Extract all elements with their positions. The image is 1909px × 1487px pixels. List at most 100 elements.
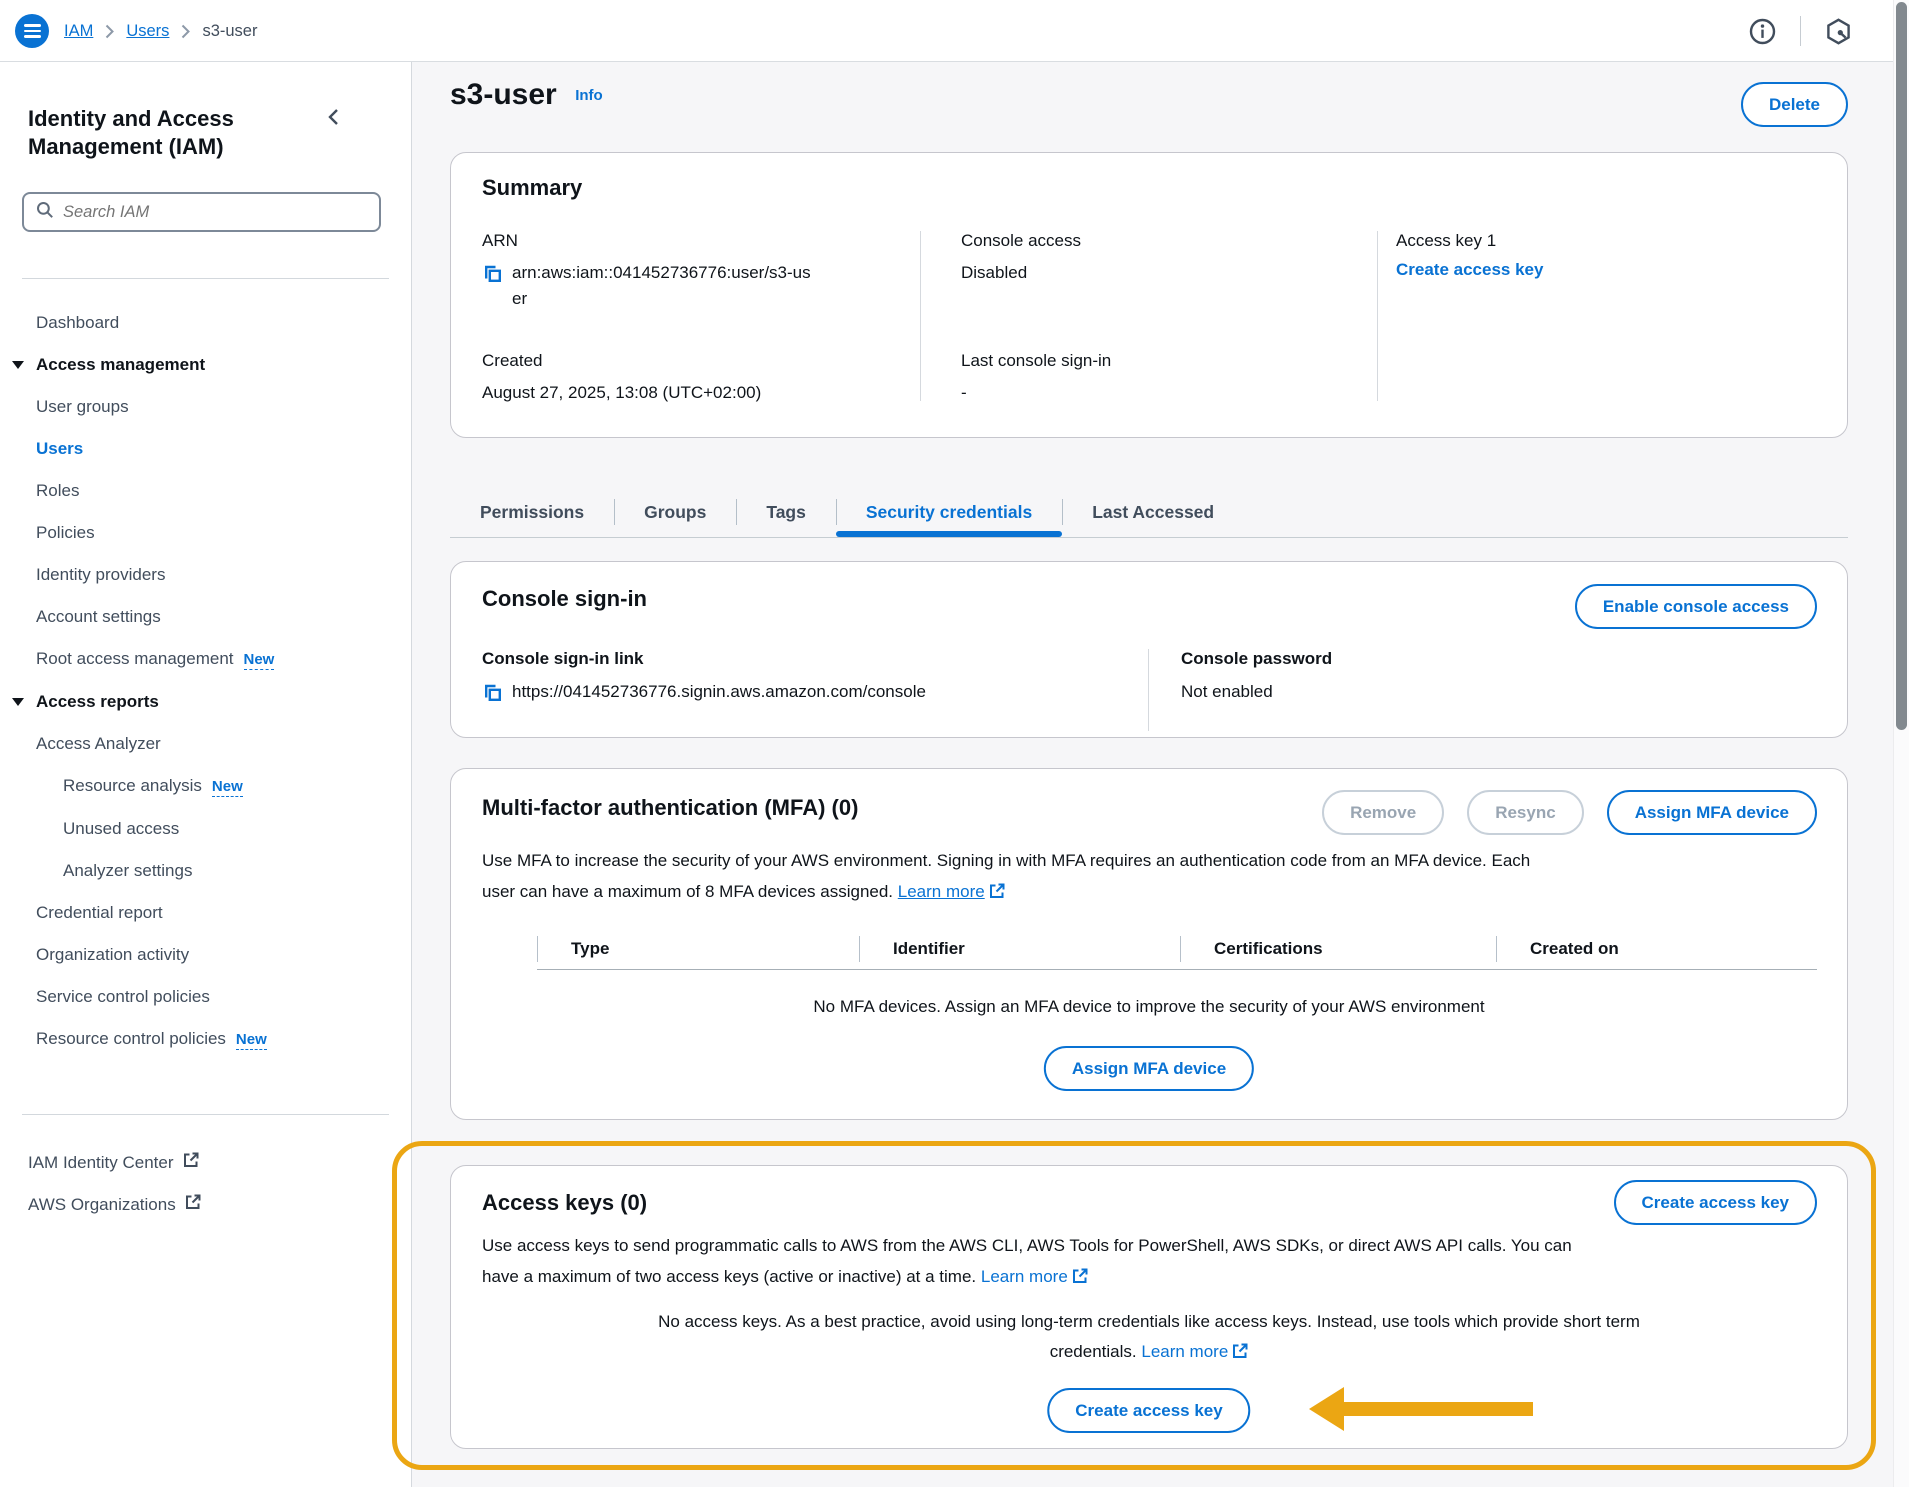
scrollbar-thumb[interactable] <box>1896 2 1907 730</box>
created-label: Created <box>482 351 543 370</box>
remove-mfa-button[interactable]: Remove <box>1322 790 1445 835</box>
annotation-arrow-icon <box>1309 1387 1344 1431</box>
sidebar-section-access-reports[interactable]: Access reports <box>0 691 411 713</box>
access-keys-heading: Access keys (0) <box>482 1190 648 1215</box>
top-navigation-bar: IAM Users s3-user <box>0 0 1909 62</box>
console-signin-heading: Console sign-in <box>482 586 647 611</box>
tab-last-accessed[interactable]: Last Accessed <box>1062 487 1244 537</box>
delete-button[interactable]: Delete <box>1740 82 1848 127</box>
breadcrumb-link-users[interactable]: Users <box>126 21 170 40</box>
console-signin-card: Console sign-in Enable console access Co… <box>450 561 1848 738</box>
console-password-value: Not enabled <box>1181 682 1273 701</box>
new-badge[interactable]: New <box>211 778 243 797</box>
mfa-col-identifier: Identifier <box>859 933 1180 969</box>
sidebar-divider <box>22 1114 389 1115</box>
sidebar-item-resource-analysis[interactable]: Resource analysis New <box>63 776 243 797</box>
tab-tags[interactable]: Tags <box>736 487 836 537</box>
page-scrollbar[interactable] <box>1893 0 1909 1487</box>
arn-value: arn:aws:iam::041452736776:user/s3-user <box>512 263 811 308</box>
sidebar-item-dashboard[interactable]: Dashboard <box>36 313 120 332</box>
copy-icon[interactable] <box>482 263 503 292</box>
console-password-label: Console password <box>1181 649 1333 668</box>
copy-icon[interactable] <box>482 682 503 711</box>
access-keys-empty-learn-more-link[interactable]: Learn more <box>1141 1342 1229 1361</box>
create-access-key-button-top[interactable]: Create access key <box>1613 1180 1817 1225</box>
sidebar-item-credential-report[interactable]: Credential report <box>36 903 163 922</box>
breadcrumb: IAM Users s3-user <box>64 0 257 62</box>
chevron-right-icon <box>105 24 115 39</box>
breadcrumb-current: s3-user <box>202 21 258 40</box>
topbar-utilities <box>1749 0 1852 62</box>
assign-mfa-device-button-center[interactable]: Assign MFA device <box>1043 1046 1255 1091</box>
access-keys-learn-more-link[interactable]: Learn more <box>980 1267 1068 1286</box>
external-link-icon <box>185 1194 201 1215</box>
sidebar-item-roles[interactable]: Roles <box>36 481 80 500</box>
external-link-icon <box>1232 1343 1248 1363</box>
summary-heading: Summary <box>482 175 583 200</box>
hexagon-icon[interactable] <box>1825 17 1852 45</box>
mfa-learn-more-link[interactable]: Learn more <box>897 882 985 901</box>
external-link-icon <box>183 1152 199 1173</box>
console-signin-link-label: Console sign-in link <box>482 649 644 668</box>
access-keys-empty-text: No access keys. As a best practice, avoi… <box>658 1312 1640 1363</box>
page-title: s3-user <box>450 78 557 111</box>
tab-groups[interactable]: Groups <box>614 487 736 537</box>
sidebar-item-service-control-policies[interactable]: Service control policies <box>36 987 210 1006</box>
search-input[interactable] <box>63 202 367 222</box>
new-badge[interactable]: New <box>235 1031 267 1050</box>
hamburger-menu-icon[interactable] <box>15 14 49 48</box>
tab-security-credentials[interactable]: Security credentials <box>835 487 1063 537</box>
info-circle-icon[interactable] <box>1749 18 1776 45</box>
topbar-divider <box>1800 16 1801 46</box>
sidebar-item-identity-providers[interactable]: Identity providers <box>36 565 166 584</box>
sidebar-item-root-access-management[interactable]: Root access management New <box>36 649 275 670</box>
console-access-value: Disabled <box>961 263 1028 282</box>
sidebar-item-analyzer-settings[interactable]: Analyzer settings <box>63 861 193 880</box>
sidebar-section-access-management[interactable]: Access management <box>0 354 411 376</box>
console-signin-link-value: https://041452736776.signin.aws.amazon.c… <box>512 682 926 701</box>
access-keys-card: Access keys (0) Create access key Use ac… <box>450 1165 1848 1449</box>
sidebar-item-resource-control-policies[interactable]: Resource control policies New <box>36 1029 267 1050</box>
sidebar-item-policies[interactable]: Policies <box>36 523 95 542</box>
mfa-description: Use MFA to increase the security of your… <box>482 851 1531 903</box>
mfa-empty-text: No MFA devices. Assign an MFA device to … <box>813 997 1485 1016</box>
caret-down-icon <box>12 698 24 706</box>
external-link-icon <box>989 883 1005 903</box>
sidebar-external-links: IAM Identity Center AWS Organizations <box>28 1152 201 1236</box>
console-access-label: Console access <box>961 231 1082 250</box>
mfa-col-type: Type <box>537 933 859 969</box>
sidebar-item-account-settings[interactable]: Account settings <box>36 607 161 626</box>
sidebar-nav: Dashboard Access management User groups … <box>0 312 411 1071</box>
create-access-key-button-center[interactable]: Create access key <box>1047 1388 1251 1433</box>
assign-mfa-device-button[interactable]: Assign MFA device <box>1606 790 1817 835</box>
search-icon <box>36 201 54 224</box>
info-link[interactable]: Info <box>575 87 603 104</box>
tab-permissions[interactable]: Permissions <box>480 501 585 522</box>
resync-mfa-button[interactable]: Resync <box>1467 790 1584 835</box>
mfa-col-certifications: Certifications <box>1180 933 1496 969</box>
chevron-right-icon <box>181 24 191 39</box>
sidebar-item-users[interactable]: Users <box>36 439 84 458</box>
access-keys-description: Use access keys to send programmatic cal… <box>482 1236 1572 1288</box>
collapse-sidebar-icon[interactable] <box>326 107 340 130</box>
enable-console-access-button[interactable]: Enable console access <box>1574 584 1817 629</box>
mfa-col-created-on: Created on <box>1496 933 1817 969</box>
caret-down-icon <box>12 361 24 369</box>
breadcrumb-link-iam[interactable]: IAM <box>64 21 94 40</box>
external-link-icon <box>1072 1268 1088 1288</box>
main-content: s3-user Info Delete Summary ARN arn:aws:… <box>412 62 1893 1487</box>
sidebar-item-organization-activity[interactable]: Organization activity <box>36 945 190 964</box>
new-badge[interactable]: New <box>243 651 275 670</box>
sidebar-search <box>22 192 381 232</box>
sidebar-link-aws-organizations[interactable]: AWS Organizations <box>28 1194 201 1215</box>
create-access-key-link[interactable]: Create access key <box>1396 260 1544 279</box>
sidebar-item-access-analyzer[interactable]: Access Analyzer <box>36 734 161 753</box>
sidebar-item-user-groups[interactable]: User groups <box>36 397 129 416</box>
sidebar-title: Identity and Access Management (IAM) <box>28 106 234 159</box>
iam-sidebar: Identity and Access Management (IAM) Das… <box>0 62 412 1487</box>
sidebar-link-iam-identity-center[interactable]: IAM Identity Center <box>28 1152 201 1173</box>
sidebar-item-unused-access[interactable]: Unused access <box>63 819 180 838</box>
summary-card: Summary ARN arn:aws:iam::041452736776:us… <box>450 152 1848 438</box>
sidebar-divider <box>22 278 389 279</box>
